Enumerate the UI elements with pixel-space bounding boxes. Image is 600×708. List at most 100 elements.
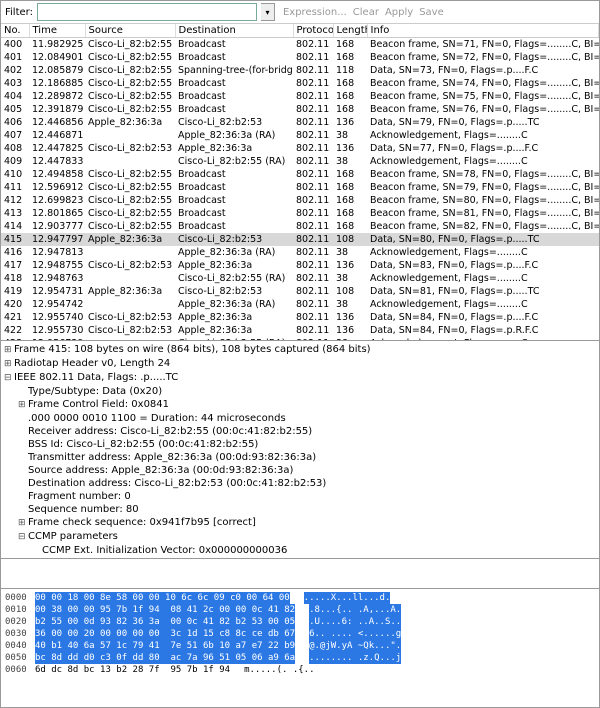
hex-row[interactable]: 004040 b1 40 6a 57 1c 79 41 7e 51 6b 10 … xyxy=(5,640,595,652)
hex-row[interactable]: 000000 00 18 00 8e 58 00 00 10 6c 6c 09 … xyxy=(5,592,595,604)
packet-row[interactable]: 40412.289872Cisco-Li_82:b2:55Broadcast80… xyxy=(1,90,599,103)
detail-line[interactable]: .000 0000 0010 1100 = Duration: 44 micro… xyxy=(4,412,596,425)
hex-row[interactable]: 0050bc 8d dd d0 c3 0f dd 80 ac 7a 96 51 … xyxy=(5,652,595,664)
cell: Cisco-Li_82:b2:53 xyxy=(175,116,293,129)
cell: Broadcast xyxy=(175,38,293,52)
detail-line[interactable]: ⊞Frame Control Field: 0x0841 xyxy=(4,398,596,412)
cell: 403 xyxy=(1,77,29,90)
packet-row[interactable]: 41712.948755Cisco-Li_82:b2:53Apple_82:36… xyxy=(1,259,599,272)
column-header[interactable]: Time xyxy=(29,24,85,38)
detail-line[interactable]: ⊞Frame check sequence: 0x941f7b95 [corre… xyxy=(4,516,596,530)
hex-row[interactable]: 001000 38 00 00 95 7b 1f 94 08 41 2c 00 … xyxy=(5,604,595,616)
expand-icon[interactable]: ⊟ xyxy=(4,372,14,385)
detail-line[interactable]: Fragment number: 0 xyxy=(4,490,596,503)
cell: Cisco-Li_82:b2:55 xyxy=(85,51,175,64)
detail-line[interactable]: Source address: Apple_82:36:3a (00:0d:93… xyxy=(4,464,596,477)
packet-row[interactable]: 40712.446871Apple_82:36:3a (RA)802.1138A… xyxy=(1,129,599,142)
packet-row[interactable]: 41112.596912Cisco-Li_82:b2:55Broadcast80… xyxy=(1,181,599,194)
hex-offset: 0030 xyxy=(5,628,35,640)
hex-bytes: 00 38 00 00 95 7b 1f 94 08 41 2c 00 00 0… xyxy=(35,604,295,616)
cell: 38 xyxy=(333,129,367,142)
column-header[interactable]: Destination xyxy=(175,24,293,38)
detail-line[interactable]: ⊞Radiotap Header v0, Length 24 xyxy=(4,357,596,371)
column-header[interactable]: Info xyxy=(367,24,599,38)
detail-line[interactable]: Type/Subtype: Data (0x20) xyxy=(4,385,596,398)
packet-row[interactable]: 40112.084901Cisco-Li_82:b2:55Broadcast80… xyxy=(1,51,599,64)
expand-icon[interactable]: ⊞ xyxy=(18,399,28,412)
packet-row[interactable]: 40212.085879Cisco-Li_82:b2:55Spanning-tr… xyxy=(1,64,599,77)
packet-row[interactable]: 42212.955730Cisco-Li_82:b2:53Apple_82:36… xyxy=(1,324,599,337)
detail-line[interactable]: CCMP Ext. Initialization Vector: 0x00000… xyxy=(4,544,596,557)
packet-row[interactable]: 40812.447825Cisco-Li_82:b2:53Apple_82:36… xyxy=(1,142,599,155)
column-header[interactable]: No. xyxy=(1,24,29,38)
cell: 168 xyxy=(333,181,367,194)
cell: 136 xyxy=(333,324,367,337)
packet-list[interactable]: No.TimeSourceDestinationProtocolLengthIn… xyxy=(1,24,599,341)
cell: 12.903777 xyxy=(29,220,85,233)
cell: Broadcast xyxy=(175,51,293,64)
detail-line[interactable]: Transmitter address: Apple_82:36:3a (00:… xyxy=(4,451,596,464)
detail-text: Frame Control Field: 0x0841 xyxy=(28,399,169,410)
filter-save-link[interactable]: Save xyxy=(419,7,444,18)
detail-line[interactable]: BSS Id: Cisco-Li_82:b2:55 (00:0c:41:82:b… xyxy=(4,438,596,451)
filter-input[interactable] xyxy=(37,3,257,21)
cell: 802.11 xyxy=(293,233,333,246)
cell: 12.947813 xyxy=(29,246,85,259)
cell: 422 xyxy=(1,324,29,337)
filter-expression-link[interactable]: Expression... xyxy=(283,7,347,18)
packet-row[interactable]: 41312.801865Cisco-Li_82:b2:55Broadcast80… xyxy=(1,207,599,220)
packet-row[interactable]: 40512.391879Cisco-Li_82:b2:55Broadcast80… xyxy=(1,103,599,116)
column-header[interactable]: Protocol xyxy=(293,24,333,38)
detail-line[interactable]: ⊟CCMP parameters xyxy=(4,530,596,544)
packet-row[interactable]: 41412.903777Cisco-Li_82:b2:55Broadcast80… xyxy=(1,220,599,233)
packet-row[interactable]: 40011.982925Cisco-Li_82:b2:55Broadcast80… xyxy=(1,38,599,52)
packet-row[interactable]: 41012.494858Cisco-Li_82:b2:55Broadcast80… xyxy=(1,168,599,181)
expand-icon[interactable]: ⊞ xyxy=(18,517,28,530)
hex-row[interactable]: 0020b2 55 00 0d 93 82 36 3a 00 0c 41 82 … xyxy=(5,616,595,628)
cell: Apple_82:36:3a xyxy=(175,142,293,155)
cell: 401 xyxy=(1,51,29,64)
packet-row[interactable]: 42012.954742Apple_82:36:3a (RA)802.1138A… xyxy=(1,298,599,311)
column-header[interactable]: Length xyxy=(333,24,367,38)
expand-icon[interactable]: ⊞ xyxy=(4,358,14,371)
cell: 12.084901 xyxy=(29,51,85,64)
filter-dropdown-arrow[interactable]: ▾ xyxy=(261,3,275,21)
expand-icon[interactable]: ⊟ xyxy=(18,531,28,544)
packet-row[interactable]: 42112.955740Cisco-Li_82:b2:53Apple_82:36… xyxy=(1,311,599,324)
cell: Acknowledgement, Flags=........C xyxy=(367,129,599,142)
cell: Cisco-Li_82:b2:55 xyxy=(85,168,175,181)
packet-row[interactable]: 40312.186885Cisco-Li_82:b2:55Broadcast80… xyxy=(1,77,599,90)
hex-dump[interactable]: 000000 00 18 00 8e 58 00 00 10 6c 6c 09 … xyxy=(1,589,599,679)
cell: 802.11 xyxy=(293,38,333,52)
cell: 12.948755 xyxy=(29,259,85,272)
packet-row[interactable]: 40612.446856Apple_82:36:3aCisco-Li_82:b2… xyxy=(1,116,599,129)
hex-ascii: ........ .z.Q...j xyxy=(309,652,401,664)
detail-line[interactable]: ⊞Frame 415: 108 bytes on wire (864 bits)… xyxy=(4,343,596,357)
packet-row[interactable]: 41812.948763Cisco-Li_82:b2:55 (RA)802.11… xyxy=(1,272,599,285)
expand-icon[interactable]: ⊞ xyxy=(4,344,14,357)
packet-row[interactable]: 41912.954731Apple_82:36:3aCisco-Li_82:b2… xyxy=(1,285,599,298)
detail-line[interactable]: Destination address: Cisco-Li_82:b2:53 (… xyxy=(4,477,596,490)
detail-line[interactable]: Receiver address: Cisco-Li_82:b2:55 (00:… xyxy=(4,425,596,438)
packet-row[interactable]: 40912.447833Cisco-Li_82:b2:55 (RA)802.11… xyxy=(1,155,599,168)
detail-line[interactable]: ⊟IEEE 802.11 Data, Flags: .p.....TC xyxy=(4,371,596,385)
cell: 802.11 xyxy=(293,116,333,129)
column-header[interactable]: Source xyxy=(85,24,175,38)
pane-separator[interactable] xyxy=(1,559,599,589)
packet-details[interactable]: ⊞Frame 415: 108 bytes on wire (864 bits)… xyxy=(1,341,599,559)
filter-apply-link[interactable]: Apply xyxy=(385,7,413,18)
cell: Cisco-Li_82:b2:53 xyxy=(175,285,293,298)
packet-row[interactable]: 41612.947813Apple_82:36:3a (RA)802.1138A… xyxy=(1,246,599,259)
hex-ascii: .....X...ll...d. xyxy=(304,592,391,604)
cell: 416 xyxy=(1,246,29,259)
hex-row[interactable]: 003036 00 00 20 00 00 00 00 3c 1d 15 c8 … xyxy=(5,628,595,640)
cell: 12.699823 xyxy=(29,194,85,207)
filter-clear-link[interactable]: Clear xyxy=(353,7,379,18)
detail-line[interactable]: Sequence number: 80 xyxy=(4,503,596,516)
packet-row[interactable]: 41212.699823Cisco-Li_82:b2:55Broadcast80… xyxy=(1,194,599,207)
packet-row[interactable]: 41512.947797Apple_82:36:3aCisco-Li_82:b2… xyxy=(1,233,599,246)
cell: Cisco-Li_82:b2:55 xyxy=(85,207,175,220)
hex-offset: 0020 xyxy=(5,616,35,628)
hex-row[interactable]: 00606d dc 8d bc 13 b2 28 7f 95 7b 1f 94m… xyxy=(5,664,595,676)
packet-list-header: No.TimeSourceDestinationProtocolLengthIn… xyxy=(1,24,599,38)
